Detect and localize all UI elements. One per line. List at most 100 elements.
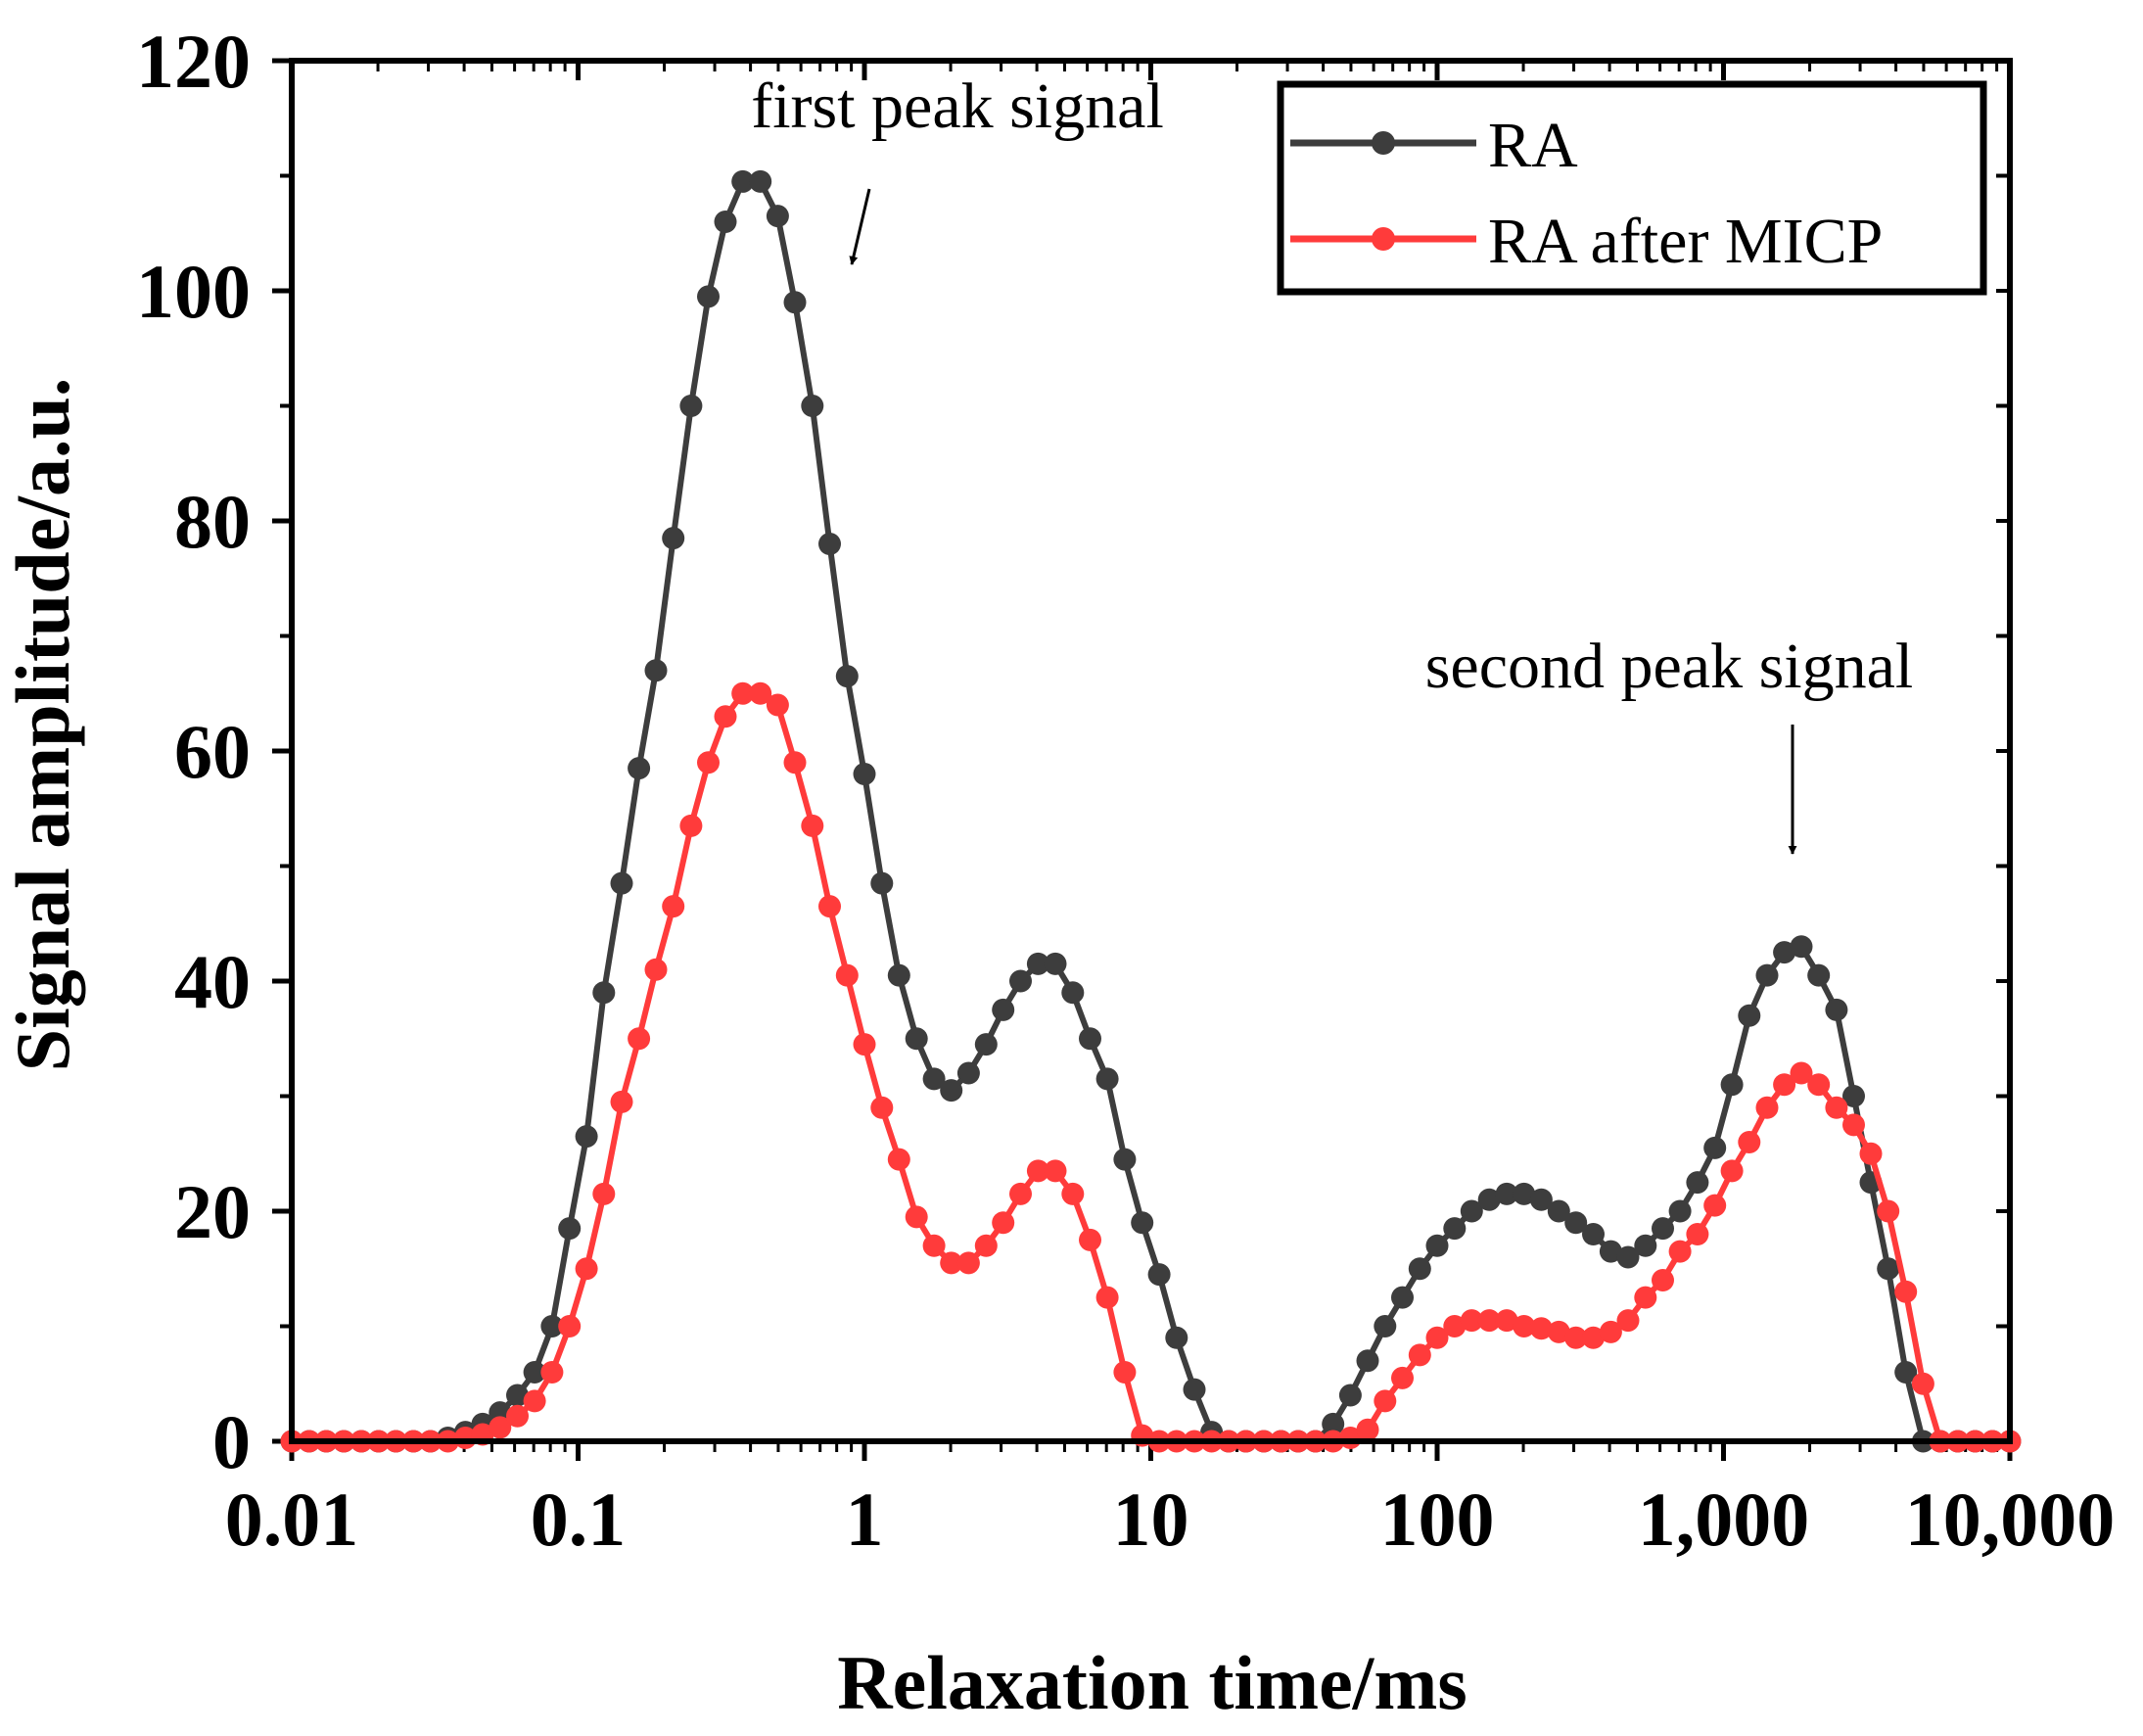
y-tick-label: 80	[174, 479, 251, 564]
data-point-ra	[1720, 1073, 1744, 1097]
data-point-ra	[1582, 1223, 1605, 1245]
data-point-ra-after-micp	[1652, 1269, 1674, 1291]
data-point-ra-after-micp	[1513, 1315, 1536, 1337]
data-point-ra-after-micp	[610, 1090, 633, 1113]
legend: RA RA after MICP	[1277, 80, 1987, 296]
data-point-ra	[506, 1384, 529, 1407]
data-point-ra-after-micp	[1009, 1182, 1032, 1205]
x-tick-label: 10	[1113, 1477, 1189, 1562]
data-point-ra	[1356, 1349, 1379, 1373]
x-tick-label: 0.1	[531, 1477, 627, 1562]
data-point-ra-after-micp	[1842, 1113, 1865, 1137]
tick-labels: 0.01 0.1 1 10 100 1,000 10,000 0 20 40 60 80 100 120	[136, 19, 2115, 1562]
data-point-ra-after-micp	[1634, 1286, 1657, 1309]
data-point-ra	[1842, 1085, 1865, 1107]
data-point-ra	[1147, 1263, 1171, 1287]
data-point-ra	[1564, 1211, 1588, 1235]
data-point-ra-after-micp	[1911, 1372, 1934, 1395]
data-point-ra-after-micp	[679, 814, 703, 837]
data-point-ra-after-micp	[1859, 1142, 1883, 1165]
data-point-ra-after-micp	[644, 958, 668, 981]
data-point-ra	[974, 1033, 998, 1056]
data-point-ra	[644, 659, 668, 682]
data-point-ra	[1338, 1384, 1362, 1407]
data-point-ra-after-micp	[1564, 1326, 1588, 1349]
data-point-ra	[1443, 1217, 1467, 1241]
data-point-ra	[835, 665, 859, 688]
data-point-ra	[1113, 1148, 1137, 1171]
data-point-ra	[1547, 1199, 1570, 1223]
data-point-ra	[1634, 1234, 1657, 1257]
data-point-ra	[1790, 935, 1813, 959]
data-point-ra-after-micp	[974, 1234, 998, 1257]
first-peak-arrow	[849, 188, 871, 265]
data-point-ra-after-micp	[540, 1361, 564, 1384]
data-point-ra-after-micp	[766, 693, 789, 717]
data-point-ra	[1668, 1199, 1692, 1223]
data-point-ra	[1877, 1257, 1900, 1281]
y-tick-label: 120	[136, 19, 251, 104]
data-point-ra	[1738, 1004, 1761, 1027]
second-peak-annotation: second peak signal	[1425, 631, 1914, 702]
data-point-ra	[610, 871, 633, 895]
x-axis-title: Relaxation time/ms	[837, 1640, 1467, 1725]
data-point-ra	[922, 1067, 946, 1091]
data-point-ra	[801, 395, 824, 417]
data-point-ra	[592, 981, 616, 1005]
data-point-ra-after-micp	[523, 1389, 546, 1413]
data-point-ra-after-micp	[1495, 1309, 1518, 1333]
data-point-ra	[1322, 1412, 1345, 1435]
data-point-ra-after-micp	[1113, 1361, 1137, 1384]
data-point-ra-after-micp	[749, 681, 772, 705]
data-point-ra-after-micp	[1408, 1343, 1431, 1367]
data-point-ra-after-micp	[853, 1033, 876, 1056]
y-tick-label: 100	[136, 249, 251, 334]
data-point-ra-after-micp	[506, 1404, 529, 1428]
y-tick-label: 60	[174, 709, 251, 794]
data-point-ra	[1374, 1315, 1397, 1337]
data-point-ra	[1009, 969, 1032, 993]
data-point-ra	[1477, 1188, 1501, 1211]
data-point-ra-after-micp	[801, 814, 824, 837]
data-point-ra-after-micp	[1026, 1159, 1049, 1183]
data-point-ra	[575, 1125, 598, 1149]
data-point-ra	[766, 205, 789, 228]
data-point-ra-after-micp	[1356, 1418, 1379, 1441]
data-point-ra	[714, 211, 737, 233]
data-point-ra	[887, 963, 910, 987]
data-point-ra	[1183, 1378, 1206, 1401]
data-point-ra	[818, 533, 841, 555]
data-point-ra-after-micp	[1616, 1309, 1640, 1333]
data-point-ra-after-micp	[783, 751, 807, 774]
data-point-ra	[905, 1027, 928, 1051]
legend-label-ra-after-micp: RA after MICP	[1488, 206, 1883, 277]
data-point-ra-after-micp	[922, 1234, 946, 1257]
data-point-ra	[992, 998, 1015, 1021]
data-point-ra	[749, 169, 772, 193]
data-point-ra	[697, 285, 720, 308]
data-point-ra-after-micp	[697, 751, 720, 774]
data-point-ra-after-micp	[818, 895, 841, 918]
data-point-ra-after-micp	[1790, 1061, 1813, 1085]
data-point-ra	[783, 291, 807, 314]
data-point-ra	[679, 395, 703, 417]
data-point-ra	[1408, 1257, 1431, 1281]
data-point-ra-after-micp	[1061, 1182, 1085, 1205]
data-point-ra-after-micp	[1599, 1320, 1622, 1343]
data-point-ra	[1599, 1240, 1622, 1263]
data-point-ra-after-micp	[1807, 1073, 1831, 1097]
data-point-ra-after-micp	[731, 681, 755, 705]
data-point-ra	[1495, 1182, 1518, 1205]
y-tick-label: 40	[174, 939, 251, 1024]
data-point-ra	[956, 1061, 980, 1085]
data-point-ra-after-micp	[956, 1251, 980, 1275]
data-point-ra	[1026, 952, 1049, 975]
data-point-ra	[1894, 1361, 1918, 1384]
data-point-ra-after-micp	[558, 1315, 582, 1337]
data-point-ra-after-micp	[870, 1096, 894, 1119]
data-point-ra	[1165, 1326, 1188, 1349]
legend-marker-ra-after-micp	[1372, 227, 1395, 251]
data-point-ra	[853, 763, 876, 785]
data-point-ra	[1807, 963, 1831, 987]
plot-border	[289, 58, 2013, 1444]
